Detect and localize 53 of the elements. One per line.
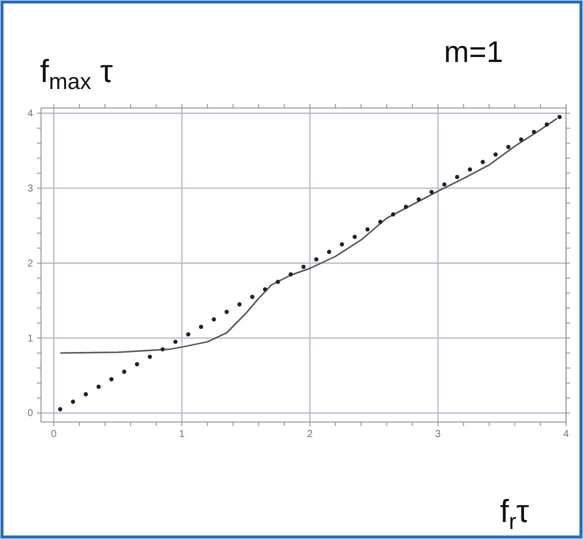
point [122,370,126,374]
y-tick-label: 1 [27,333,34,344]
point [96,384,101,389]
point [58,407,62,412]
point [442,182,446,187]
point [314,257,318,262]
point [506,144,510,150]
x-tick-label: 3 [435,429,442,440]
point [544,122,549,127]
point [391,212,396,217]
point [224,310,229,314]
point [276,280,280,284]
point [173,340,178,344]
point [378,220,382,224]
x-tick-label: 0 [51,429,58,440]
point [557,114,562,120]
point [70,400,76,404]
point [134,362,140,366]
point [416,197,421,202]
point [301,264,306,269]
x-tick-label: 4 [563,429,570,440]
point [365,227,370,232]
point [160,347,165,352]
y-axis-title: f$_{max}$ τ [40,53,114,94]
x-axis-title: f$_{r}$τ [500,493,530,534]
point [455,174,460,180]
x-tick-label: 1 [179,429,186,440]
point [198,324,204,329]
point [493,152,498,157]
point [429,190,434,194]
point [327,250,332,254]
point [480,160,485,164]
point [519,137,524,142]
point [212,317,216,322]
text: m=1 [444,36,504,69]
point [148,354,152,359]
point [532,130,536,134]
point [288,272,293,276]
point [340,242,344,246]
point [237,302,242,306]
point [468,167,472,172]
y-tick-label: 2 [27,258,34,270]
point [186,332,190,336]
y-tick-label: 4 [27,108,34,120]
point [84,392,88,396]
point [352,234,357,240]
x-tick-label: 2 [307,429,314,440]
point [404,204,408,210]
point [262,287,268,292]
y-tick-label: 3 [27,183,34,194]
y-tick-label: 0 [27,408,34,420]
point [109,377,114,382]
point [250,294,254,299]
